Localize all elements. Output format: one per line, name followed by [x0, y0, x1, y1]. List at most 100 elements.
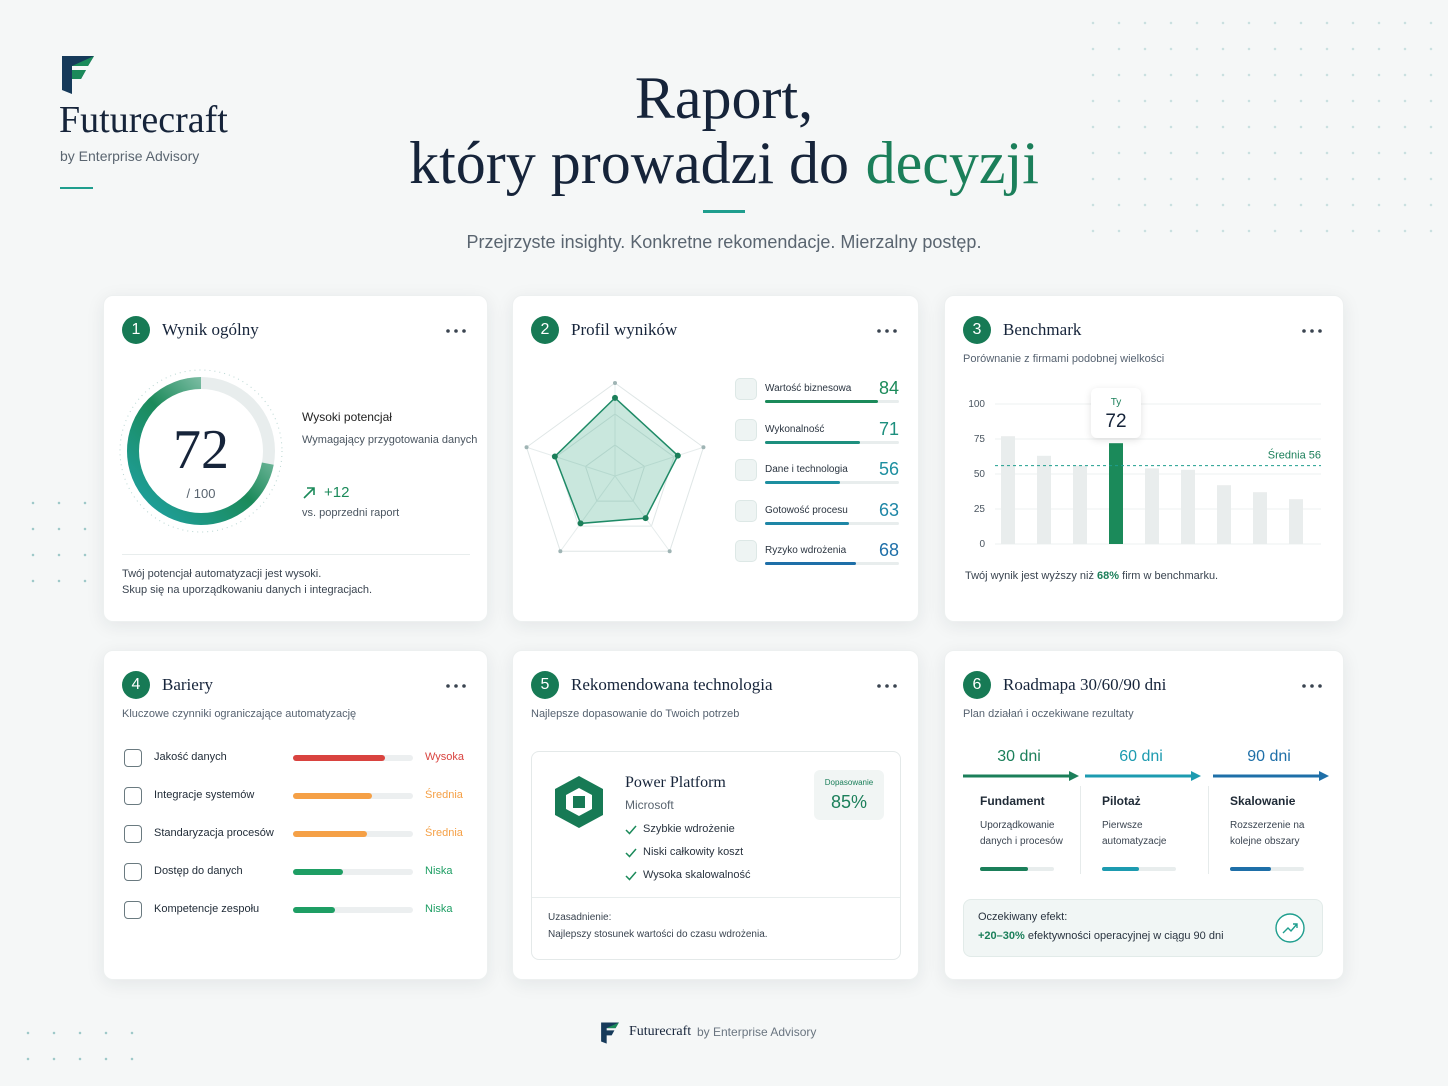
barrier-track: [293, 755, 413, 761]
bar: [1217, 485, 1231, 544]
phase-desc: Uporządkowanie danych i procesów: [980, 820, 1063, 847]
arrow-head: [1319, 771, 1329, 781]
bar: [1145, 468, 1159, 544]
card-number: 6: [963, 671, 991, 699]
barrier-name: Kompetencje zespołu: [154, 903, 260, 915]
menu-dot: [1310, 329, 1314, 333]
footer-brand: Futurecraft: [629, 1024, 692, 1039]
phase-label: 90 dni: [1247, 748, 1291, 765]
card-menu[interactable]: [445, 328, 467, 334]
card-benchmark: 3 Benchmark Porównanie z firmami podobnej …: [944, 295, 1344, 622]
tech-feature: Wysoka skalowalność: [643, 869, 751, 881]
phase-desc: Pierwsze automatyzacje: [1102, 820, 1167, 847]
score-max: / 100: [186, 486, 216, 501]
tech-product: Power Platform: [625, 774, 726, 791]
radar-point: [551, 453, 558, 460]
barrier-bar: [293, 907, 335, 913]
y-tick-label: 100: [968, 399, 985, 410]
phase-arrow: [963, 771, 1079, 781]
barrier-bar: [293, 831, 368, 837]
card-menu[interactable]: [876, 683, 898, 689]
divider: [532, 897, 900, 898]
barrier-level: Wysoka: [425, 751, 465, 763]
effect-line: +20–30% efektywności operacyjnej w ciągu…: [978, 930, 1224, 942]
metric-value: 63: [878, 499, 899, 520]
tech-vendor: Microsoft: [625, 798, 674, 812]
barrier-track: [293, 869, 413, 875]
menu-dot: [877, 329, 881, 333]
radar-point: [642, 515, 649, 522]
metric-value: 71: [878, 418, 899, 439]
benchmark-note: Twój wynik jest wyższy niż 68% firm w be…: [965, 570, 1218, 582]
metric-icon: [735, 378, 757, 400]
barrier-track: [293, 831, 413, 837]
tech-feature: Szybkie wdrożenie: [643, 823, 735, 835]
card-menu[interactable]: [445, 683, 467, 689]
card-number: 4: [122, 671, 150, 699]
benchmark-chart: 0 25 50 75 100 Średnia 56: [968, 399, 1321, 550]
logo-core: [573, 796, 585, 808]
card-technology: 5 Rekomendowana technologia Najlepsze dopa…: [512, 650, 919, 980]
card-menu[interactable]: [876, 328, 898, 334]
check: [625, 848, 637, 858]
arrow-head: [1191, 771, 1201, 781]
phase-track: [1102, 867, 1176, 871]
decor-dots: [20, 490, 90, 590]
metric-bar: [765, 481, 841, 484]
tech-box: Power Platform Microsoft Dopasowanie 85% Szy…: [531, 751, 901, 960]
check: [625, 871, 637, 881]
phase-label: 30 dni: [997, 748, 1041, 765]
effect-highlight: +20–30%: [978, 930, 1025, 942]
barrier-bar: [293, 869, 344, 875]
tooltip-value: 72: [1105, 411, 1127, 432]
fit-value: 85%: [830, 792, 868, 812]
card-subtitle: Plan działań i oczekiwane rezultaty: [963, 708, 1134, 720]
phase-track: [980, 867, 1054, 871]
radar-axis: [614, 475, 671, 552]
metric-track: [765, 481, 899, 484]
metric-value: 84: [878, 378, 899, 398]
brand-name: Futurecraft: [59, 99, 228, 141]
barrier-icon: [124, 901, 142, 919]
metric-name: Gotowość procesu: [765, 504, 848, 516]
radar-point: [674, 452, 681, 459]
phase-progress: [1230, 867, 1271, 871]
brand-tagline: by Enterprise Advisory: [60, 148, 200, 164]
arrow-icon: [303, 487, 315, 499]
hero-subtitle: Przejrzyste insighty. Konkretne rekomend…: [466, 232, 982, 252]
fit-label: Dopasowanie: [824, 778, 874, 787]
card-title: Profil wyników: [571, 320, 678, 339]
barrier-icon: [124, 863, 142, 881]
note-text: firm w benchmarku.: [1122, 570, 1219, 582]
hero-title-text: który prowadzi do: [409, 130, 849, 196]
card-subtitle: Najlepsze dopasowanie do Twoich potrzeb: [531, 708, 740, 720]
note-text: Twój wynik jest wyższy niż: [965, 570, 1094, 582]
delta-arrow: [303, 487, 315, 499]
metric-icon: [735, 459, 757, 481]
barrier-name: Standaryzacja procesów: [154, 827, 274, 839]
barrier-level: Niska: [425, 865, 453, 877]
card-menu[interactable]: [1301, 328, 1323, 334]
radar-ring: [525, 382, 705, 552]
card-menu[interactable]: [1301, 683, 1323, 689]
effect-label: Oczekiwany efekt:: [978, 911, 1068, 923]
barrier-track: [293, 793, 413, 799]
metric-value: 56: [878, 459, 899, 479]
phase-desc: Rozszerzenie na kolejne obszary: [1230, 820, 1305, 847]
metric-track: [765, 562, 899, 565]
menu-dot: [446, 329, 450, 333]
menu-dot: [1302, 684, 1306, 688]
bar: [1073, 465, 1087, 544]
barrier-icon: [124, 749, 142, 767]
metric-name: Dane i technologia: [765, 464, 848, 475]
score-gauge: [119, 369, 283, 533]
card-number: 3: [963, 316, 991, 344]
footer-logo: [601, 1022, 619, 1044]
phase-divider: [1080, 786, 1081, 874]
radar-axis-dot: [667, 549, 672, 554]
hero-rule: [703, 210, 745, 213]
tooltip-label: Ty: [1110, 397, 1122, 408]
average-label: Średnia 56: [1268, 449, 1321, 462]
